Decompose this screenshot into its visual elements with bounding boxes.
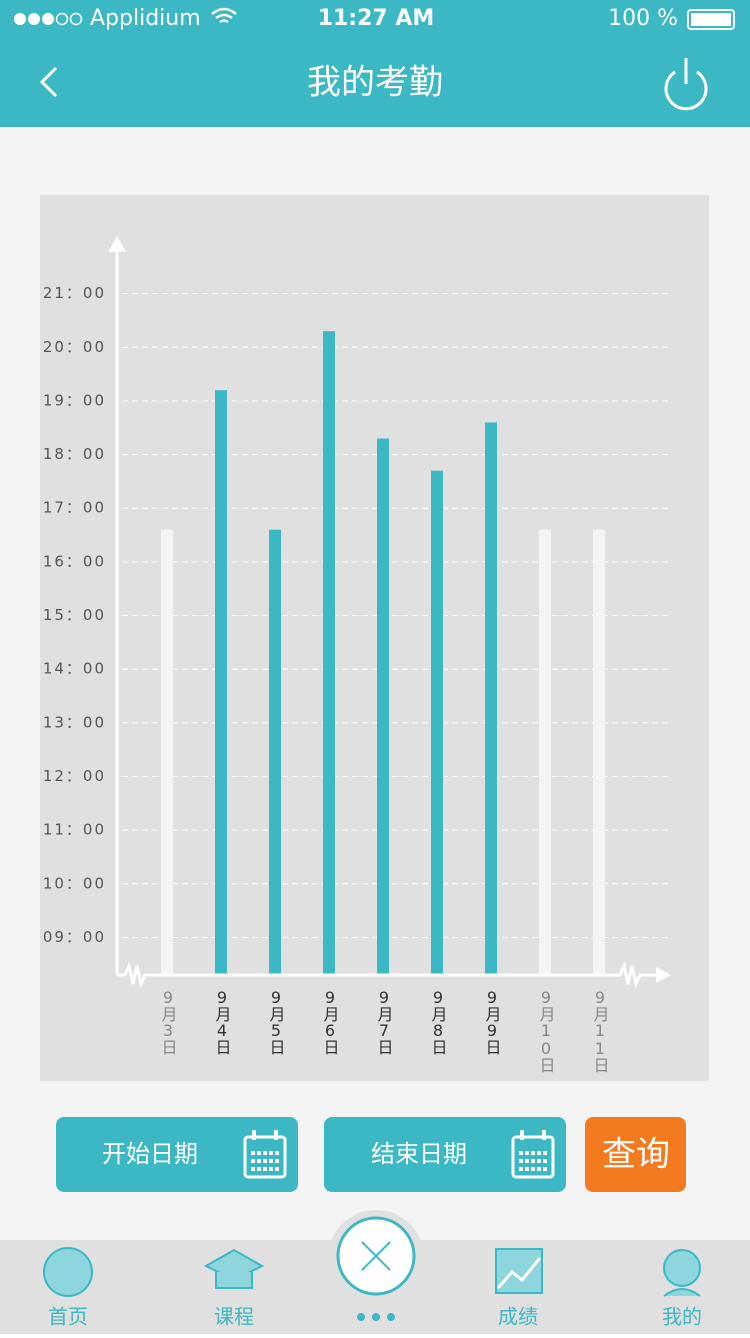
y-axis-arrow [108,236,126,252]
wifi-icon [211,7,237,24]
y-tick-label: 17：00 [43,499,106,517]
x-tick-label: 9月6日 [321,988,340,1055]
x-tick-label: 9月5日 [267,988,286,1055]
x-tick-label: 9月7日 [375,988,394,1055]
profile-tab[interactable]: 我的 [662,1249,702,1329]
y-tick-label: 11：00 [43,821,106,839]
bar [377,438,389,975]
y-tick-label: 21：00 [43,284,106,302]
signal [14,12,83,26]
x-tick-label: 9月10日 [537,988,556,1073]
chart: 09：00 10：00 11：00 12：00 13：00 14：00 15：00 16：00… [43,284,672,1073]
back-button[interactable] [39,66,58,98]
bar [485,422,497,975]
end-date-button[interactable]: 结束日期 [324,1117,566,1192]
bar [323,331,335,976]
chart-panel [40,195,709,1081]
y-tick-label: 19：00 [43,391,106,409]
x-tick-label: 9月8日 [429,988,448,1055]
y-tick-label: 13：00 [43,713,106,731]
y-tick-label: 10：00 [43,874,106,892]
carrier: Applidium [90,6,201,31]
y-tick-label: 15：00 [43,606,106,624]
y-tick-label: 12：00 [43,767,106,785]
y-tick-label: 14：00 [43,660,106,678]
y-tick-label: 09：00 [43,928,106,946]
tab-label: 课程 [214,1305,254,1329]
page-title: 我的考勤 [307,63,443,103]
tab-label: 成绩 [498,1305,538,1329]
clock: 11:27 AM [318,6,435,31]
bar [539,529,551,975]
query-button[interactable]: 查询 [585,1117,686,1192]
course-tab[interactable]: 课程 [203,1248,265,1329]
home-tab[interactable]: 首页 [43,1247,93,1329]
bar [269,529,281,975]
button-label: 查询 [602,1135,670,1175]
x-axis-arrow [656,967,671,983]
start-date-button[interactable]: 开始日期 [56,1117,298,1192]
x-tick-label: 9月4日 [213,988,232,1055]
x-tick-label: 9月11日 [591,988,610,1073]
button-label: 结束日期 [371,1140,467,1168]
y-tick-label: 16：00 [43,552,106,570]
y-tick-label: 20：00 [43,338,106,356]
battery-level [691,13,731,26]
bar [431,470,443,975]
button-label: 开始日期 [102,1140,198,1168]
battery-text: 100 % [608,6,678,31]
bar [593,529,605,975]
x-tick-label: 9月9日 [483,988,502,1055]
x-axis [117,961,660,989]
grades-tab[interactable]: 成绩 [495,1248,543,1329]
tab-label: 首页 [48,1305,88,1329]
center-tab-button[interactable] [336,1216,416,1321]
y-tick-label: 18：00 [43,445,106,463]
power-button[interactable] [664,58,708,111]
x-tick-label: 9月3日 [159,988,178,1055]
bar [161,529,173,975]
header-bar [0,0,750,127]
tab-label: 我的 [662,1305,702,1329]
bar [215,390,227,975]
battery-icon [687,9,735,30]
